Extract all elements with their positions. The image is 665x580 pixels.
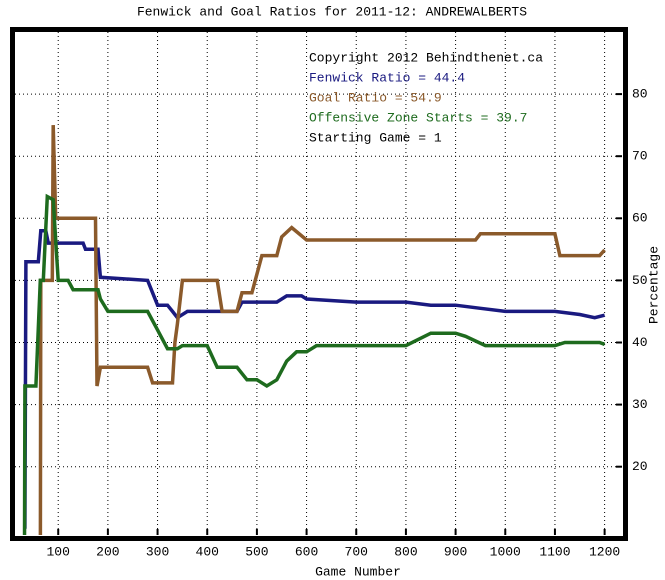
annotation: Starting Game = 1 xyxy=(309,130,442,145)
x-tick-label: 200 xyxy=(96,544,119,559)
x-tick-label: 1200 xyxy=(589,544,620,559)
annotation: Copyright 2012 Behindthenet.ca xyxy=(309,50,543,65)
x-tick-label: 100 xyxy=(47,544,70,559)
y-tick-label: 20 xyxy=(632,459,648,474)
y-tick-label: 40 xyxy=(632,335,648,350)
plot xyxy=(22,125,606,535)
legend-entry: Offensive Zone Starts = 39.7 xyxy=(309,110,527,125)
series-line xyxy=(22,193,606,535)
x-tick-label: 1000 xyxy=(490,544,521,559)
x-tick-label: 900 xyxy=(444,544,467,559)
x-tick-label: 600 xyxy=(295,544,318,559)
y-tick-label: 50 xyxy=(632,273,648,288)
y-tick-label: 70 xyxy=(632,149,648,164)
y-tick-label: 30 xyxy=(632,397,648,412)
series-line xyxy=(23,228,606,529)
x-axis-label: Game Number xyxy=(315,564,401,579)
grid xyxy=(15,32,622,535)
chart-title: Fenwick and Goal Ratios for 2011-12: AND… xyxy=(137,4,527,19)
x-tick-label: 400 xyxy=(196,544,219,559)
x-tick-label: 1100 xyxy=(539,544,570,559)
legend-entry: Goal Ratio = 54.9 xyxy=(309,90,442,105)
x-tick-label: 300 xyxy=(146,544,169,559)
x-tick-label: 500 xyxy=(245,544,268,559)
y-axis-label: Percentage xyxy=(646,246,661,324)
series-line xyxy=(38,125,606,535)
legend-entry: Fenwick Ratio = 44.4 xyxy=(309,70,465,85)
y-tick-label: 80 xyxy=(632,87,648,102)
plot-frame xyxy=(10,27,628,541)
x-tick-label: 700 xyxy=(345,544,368,559)
x-tick-label: 800 xyxy=(394,544,417,559)
y-tick-label: 60 xyxy=(632,211,648,226)
legend: Copyright 2012 Behindthenet.ca Fenwick Ra… xyxy=(309,50,543,145)
